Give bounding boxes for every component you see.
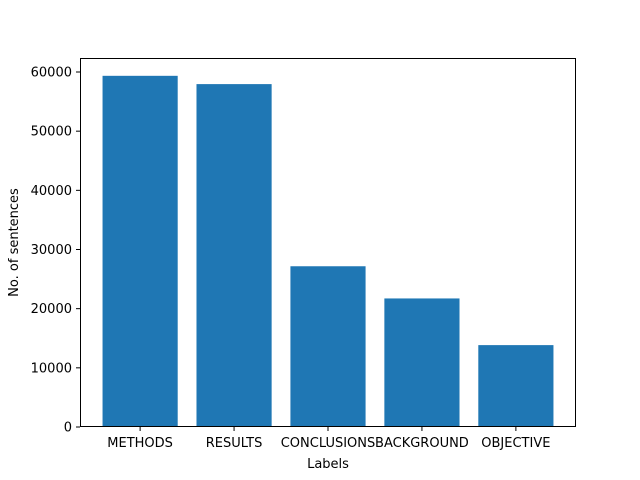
- y-tick-label: 30000: [31, 243, 72, 258]
- bar-objective: [478, 345, 554, 427]
- x-tick-label: RESULTS: [206, 436, 263, 451]
- x-axis-label: Labels: [307, 457, 349, 472]
- bar-conclusions: [290, 266, 366, 427]
- y-tick-label: 40000: [31, 184, 72, 199]
- x-tick-label: METHODS: [107, 436, 173, 451]
- bar-background: [384, 298, 460, 427]
- y-tick-label: 10000: [31, 361, 72, 376]
- x-tick-label: CONCLUSIONS: [281, 436, 376, 451]
- y-tick-label: 20000: [31, 302, 72, 317]
- y-tick-label: 0: [64, 421, 72, 436]
- y-axis-label: No. of sentences: [7, 188, 22, 297]
- plot-frame: [80, 58, 576, 427]
- x-tick-label: OBJECTIVE: [481, 436, 550, 451]
- y-axis-ticks: 0 10000 20000 30000 40000 50000 60000: [31, 65, 80, 436]
- bar-results: [196, 84, 272, 428]
- x-tick-label: BACKGROUND: [375, 436, 469, 451]
- y-tick-label: 60000: [31, 65, 72, 80]
- x-axis-ticks: METHODS RESULTS CONCLUSIONS BACKGROUND OBJEC…: [107, 427, 550, 451]
- y-tick-label: 50000: [31, 125, 72, 140]
- bar-methods: [102, 75, 178, 427]
- bars-group: [102, 75, 554, 428]
